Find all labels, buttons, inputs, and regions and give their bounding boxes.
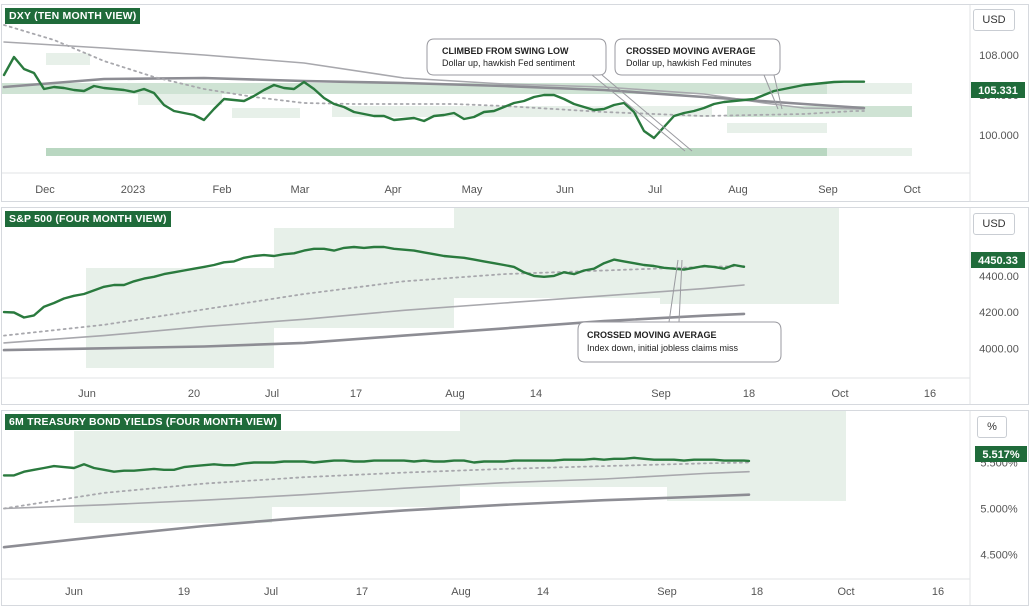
- treasury-panel: 6M TREASURY BOND YIELDS (FOUR MONTH VIEW…: [1, 410, 1029, 606]
- series-price-line: [2, 55, 866, 140]
- series-ma-fast-line: [3, 265, 745, 337]
- treasury-current-value: 5.517%: [982, 449, 1020, 461]
- annotation-ma-cross-sp500-text: Index down, initial jobless claims miss: [587, 343, 739, 353]
- x-tick-label: 17: [356, 586, 368, 598]
- x-tick-label: May: [462, 184, 483, 196]
- sp500-current-value-badge: [971, 252, 1025, 268]
- x-tick-label: Feb: [213, 184, 232, 196]
- y-tick-label: 100.000: [979, 130, 1019, 142]
- series-price-line: [2, 245, 746, 319]
- annotation-ma-cross-sp500-title: CROSSED MOVING AVERAGE: [587, 330, 717, 340]
- annotation-swing-low-title: CLIMBED FROM SWING LOW: [442, 46, 569, 56]
- x-tick-label: Sep: [651, 388, 671, 400]
- x-tick-label: Jul: [265, 388, 279, 400]
- x-tick-label: 2023: [121, 184, 145, 196]
- y-tick-label: 108.000: [979, 50, 1019, 62]
- annotation-swing-low: CLIMBED FROM SWING LOW Dollar up, hawkis…: [426, 38, 693, 152]
- dxy-panel: DXY (TEN MONTH VIEW) USD CLIMBED FROM SW…: [1, 4, 1029, 202]
- x-tick-label: 18: [743, 388, 755, 400]
- annotation-ma-cross-sp500: CROSSED MOVING AVERAGE Index down, initi…: [577, 259, 782, 363]
- treasury-unit-button[interactable]: %: [977, 416, 1007, 438]
- x-tick-label: Oct: [903, 184, 920, 196]
- annotation-swing-low-text: Dollar up, hawkish Fed sentiment: [442, 58, 576, 68]
- series-ma-mid-line: [3, 41, 865, 110]
- y-tick-label: 4200.00: [979, 307, 1019, 319]
- series-ma-slow-line: [2, 76, 866, 110]
- x-tick-label: Jul: [264, 586, 278, 598]
- x-tick-label: 17: [350, 388, 362, 400]
- y-tick-label: 4000.00: [979, 343, 1019, 355]
- x-tick-label: Jun: [78, 388, 96, 400]
- series-ma-slow-line: [2, 312, 746, 352]
- x-tick-label: Jun: [556, 184, 574, 196]
- treasury-chart: Jun 19 Jul 17 Aug 14 Sep 18 Oct 16 4.500% 5.000% 5.5…: [2, 411, 1027, 605]
- x-tick-label: 16: [924, 388, 936, 400]
- x-tick-label: 19: [178, 586, 190, 598]
- x-tick-label: Sep: [818, 184, 838, 196]
- x-tick-label: 14: [537, 586, 549, 598]
- dxy-unit-button[interactable]: USD: [973, 9, 1015, 31]
- x-tick-label: Oct: [831, 388, 848, 400]
- treasury-current-value-badge: [975, 446, 1027, 462]
- x-tick-label: Dec: [35, 184, 55, 196]
- series-price-line: [2, 456, 751, 477]
- y-tick-label: 4400.00: [979, 271, 1019, 283]
- dxy-title: DXY (TEN MONTH VIEW): [5, 8, 141, 24]
- annotation-ma-cross-dxy-text: Dollar up, hawkish Fed minutes: [626, 58, 752, 68]
- series-ma-fast-line: [3, 461, 750, 510]
- series-ma-mid-line: [3, 284, 745, 344]
- x-tick-label: 18: [751, 586, 763, 598]
- dxy-current-value: 105.331: [978, 85, 1018, 97]
- sp500-title: S&P 500 (FOUR MONTH VIEW): [5, 211, 171, 227]
- x-tick-label: Sep: [657, 586, 677, 598]
- x-tick-label: Aug: [445, 388, 465, 400]
- x-tick-label: 20: [188, 388, 200, 400]
- dxy-current-value-badge: [971, 82, 1025, 98]
- treasury-title: 6M TREASURY BOND YIELDS (FOUR MONTH VIEW…: [5, 414, 282, 430]
- x-tick-label: 16: [932, 586, 944, 598]
- series-ma-mid-line: [3, 470, 750, 510]
- x-tick-label: Aug: [728, 184, 748, 196]
- x-tick-label: Apr: [384, 184, 401, 196]
- series-ma-slow-line: [2, 493, 751, 549]
- sp500-unit-button[interactable]: USD: [973, 213, 1015, 235]
- sp500-chart: CROSSED MOVING AVERAGE Index down, initi…: [2, 208, 1025, 404]
- sp500-current-value: 4450.33: [978, 255, 1018, 267]
- y-tick-label: 4.500%: [980, 550, 1018, 562]
- annotation-ma-cross-dxy-title: CROSSED MOVING AVERAGE: [626, 46, 756, 56]
- sp500-panel: S&P 500 (FOUR MONTH VIEW) USD CROSSED MO…: [1, 207, 1029, 405]
- annotation-ma-cross-dxy: CROSSED MOVING AVERAGE Dollar up, hawkis…: [614, 38, 783, 110]
- x-tick-label: 14: [530, 388, 542, 400]
- series-ma-fast-line: [3, 24, 865, 117]
- x-tick-label: Mar: [291, 184, 310, 196]
- y-tick-label: 5.000%: [980, 504, 1018, 516]
- x-tick-label: Jul: [648, 184, 662, 196]
- x-tick-label: Oct: [837, 586, 854, 598]
- x-tick-label: Jun: [65, 586, 83, 598]
- x-tick-label: Aug: [451, 586, 471, 598]
- dxy-chart: CLIMBED FROM SWING LOW Dollar up, hawkis…: [2, 5, 1025, 201]
